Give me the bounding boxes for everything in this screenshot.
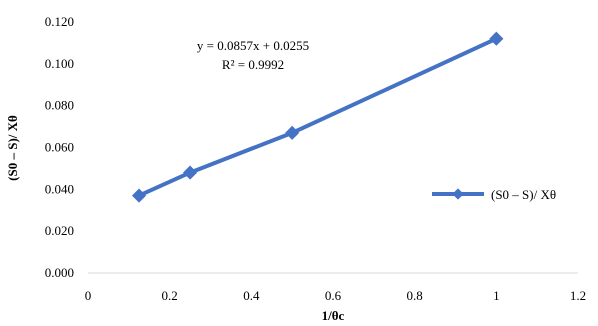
legend-marker (452, 188, 464, 200)
y-tick-label: 0.040 (45, 181, 74, 196)
y-tick-label: 0.000 (45, 265, 74, 280)
y-tick-label: 0.100 (45, 56, 74, 71)
data-point (285, 125, 300, 140)
y-tick-label: 0.120 (45, 14, 74, 29)
y-tick-label: 0.060 (45, 140, 74, 155)
x-tick-label: 0.6 (325, 288, 342, 303)
data-point (489, 31, 504, 46)
x-axis-ticks: 0 0.2 0.4 0.6 0.8 1 1.2 (85, 288, 586, 303)
legend: (S0 – S)/ Xθ (432, 187, 556, 202)
x-tick-label: 0 (85, 288, 92, 303)
y-tick-label: 0.020 (45, 223, 74, 238)
x-tick-label: 1 (493, 288, 500, 303)
x-tick-label: 1.2 (570, 288, 586, 303)
y-axis-ticks: 0.000 0.020 0.040 0.060 0.080 0.100 0.120 (45, 14, 74, 280)
series-layer (131, 31, 504, 203)
x-tick-label: 0.2 (162, 288, 178, 303)
equation-label: y = 0.0857x + 0.0255 (197, 38, 309, 53)
x-tick-label: 0.4 (243, 288, 260, 303)
x-tick-label: 0.8 (407, 288, 423, 303)
data-point (183, 165, 198, 180)
legend-label: (S0 – S)/ Xθ (491, 187, 556, 202)
r-squared-label: R² = 0.9992 (222, 57, 284, 72)
y-axis-title: (S0 – S)/ Xθ (5, 115, 20, 181)
data-point (131, 188, 147, 203)
series-line (137, 36, 499, 198)
x-axis-title: 1/θc (322, 308, 345, 323)
y-tick-label: 0.080 (45, 98, 74, 113)
